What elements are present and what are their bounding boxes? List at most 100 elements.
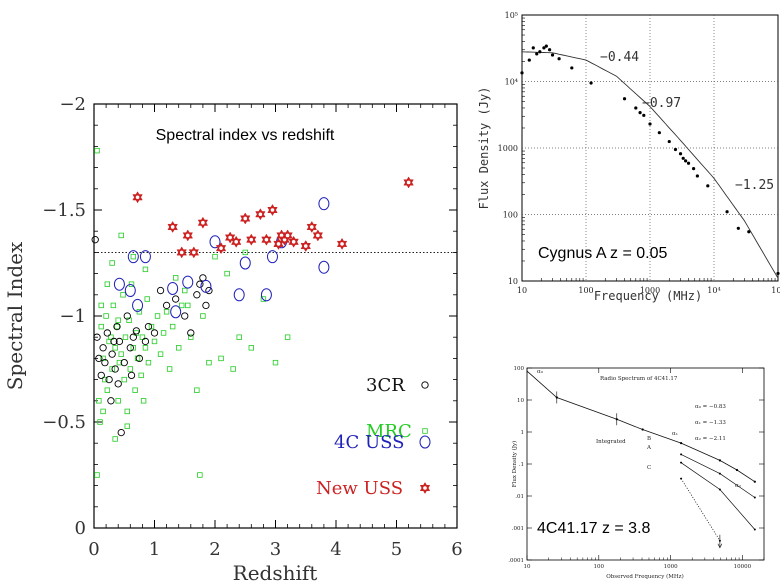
4c41-data-points — [555, 391, 756, 549]
4c41-y-tick-label: .001 — [512, 526, 524, 532]
legend-label-mrc: MRC — [366, 421, 412, 442]
4c41-x-tick-label: 1000 — [664, 564, 678, 570]
4c41-y-tick-label: 1 — [521, 430, 525, 436]
main-point-mrc — [130, 345, 137, 351]
cygnus-y-tick-label: 10⁵ — [505, 11, 518, 20]
4c41-y-axis-label: Flux Density (Jy) — [511, 441, 518, 487]
main-point-mrc — [144, 296, 150, 302]
main-point-3cr — [150, 329, 159, 337]
main-point-3cr — [144, 322, 153, 331]
main-point-mrc — [98, 323, 104, 330]
4c41-b-point — [718, 472, 721, 475]
4c41-y-tick-label: .01 — [515, 494, 524, 500]
main-y-tick-label: −2 — [59, 94, 86, 115]
main-point-mrc — [109, 260, 115, 266]
main-point-3cr — [115, 337, 124, 346]
main-point-mrc — [96, 398, 102, 404]
main-x-tick-label: 5 — [391, 539, 402, 560]
main-point-mrc — [182, 287, 188, 294]
main-point-mrc — [100, 355, 106, 362]
main-point-mrc — [142, 266, 149, 273]
main-point-3cr — [99, 344, 107, 352]
main-point-4c-uss — [318, 260, 330, 274]
cygnus-y-tick-labels: 10 100 1000 10⁴ 10⁵ — [498, 11, 518, 286]
main-point-3cr — [101, 358, 109, 367]
main-point-mrc — [122, 334, 129, 340]
main-point-new-uss-center — [279, 233, 284, 238]
4c41-y-tick-label: 10 — [517, 398, 524, 404]
main-point-4c-uss — [139, 250, 151, 264]
main-point-4c-uss — [266, 250, 278, 264]
cygnus-data-point — [678, 152, 683, 156]
main-point-3cr — [103, 329, 111, 337]
main-point-mrc — [104, 387, 111, 393]
cygnus-data-point — [691, 167, 696, 171]
cygnus-annotation: Cygnus A z = 0.05 — [538, 245, 668, 262]
main-point-3cr — [93, 333, 101, 341]
main-point-new-uss-center — [406, 180, 411, 185]
main-point-mrc — [179, 302, 185, 309]
4c41-x-tick-label: 10000 — [734, 564, 752, 570]
main-point-mrc — [100, 408, 106, 415]
4c41-axis-ticks — [526, 367, 765, 561]
main-point-3cr — [95, 354, 103, 363]
main-point-new-uss-center — [291, 240, 296, 244]
main-point-mrc — [142, 345, 149, 351]
cygnus-y-tick-label: 10⁴ — [505, 78, 518, 87]
main-point-new-uss-center — [234, 240, 238, 244]
cygnus-y-tick-label: 1000 — [498, 144, 518, 153]
main-point-mrc — [104, 281, 111, 287]
main-point-mrc — [102, 376, 108, 383]
main-x-tick-label: 3 — [270, 539, 281, 560]
main-point-3cr — [202, 301, 210, 310]
main-point-mrc — [151, 338, 158, 345]
4c41-annotation: 4C41.17 z = 3.8 — [537, 520, 651, 537]
main-point-mrc — [212, 253, 218, 260]
main-point-new-uss-center — [192, 250, 196, 255]
4c41-y-tick-labels: 100 10 1 .1 .01 .001 .0001 — [508, 366, 524, 564]
cygnus-data-point — [622, 97, 627, 101]
cygnus-x-tick-label: 10⁵ — [771, 286, 780, 295]
main-point-new-uss-center — [340, 242, 344, 246]
4c41-y-tick-label: .1 — [519, 462, 524, 468]
4c41-alpha-1: α₁ = −1.33 — [695, 420, 726, 426]
main-point-mrc — [114, 323, 120, 330]
cygnus-data-point — [520, 71, 524, 75]
main-point-3cr — [187, 329, 195, 337]
main-point-3cr — [127, 371, 136, 380]
main-point-mrc — [124, 423, 130, 429]
cygnus-slope-label-3: −1.25 — [735, 178, 774, 193]
main-point-mrc — [218, 355, 224, 362]
4c41-x-tick-label: 10 — [524, 564, 531, 570]
cygnus-data-point — [706, 184, 710, 188]
main-y-tick-label: 0 — [75, 518, 86, 539]
main-point-new-uss-center — [170, 225, 175, 229]
main-point-mrc — [115, 398, 121, 404]
4c41-a-point — [753, 528, 756, 531]
cygnus-data-point — [695, 174, 699, 178]
main-point-mrc — [154, 313, 161, 319]
main-point-mrc — [188, 334, 194, 340]
4c41-b-label: B — [647, 436, 651, 442]
main-point-3cr — [114, 380, 122, 388]
main-point-new-uss-center — [270, 208, 275, 212]
4c41-integrated-label: Integrated — [596, 439, 626, 445]
main-point-mrc — [115, 317, 121, 323]
main-point-new-uss-center — [258, 212, 263, 217]
main-x-tick-label: 4 — [330, 539, 341, 560]
main-point-3cr — [129, 333, 137, 341]
main-point-3cr — [110, 337, 118, 346]
cygnus-y-tick-label: 10 — [508, 277, 518, 286]
main-point-new-uss-center — [264, 237, 269, 242]
main-point-mrc — [127, 366, 133, 372]
cygnus-data-point — [747, 230, 751, 234]
main-point-mrc — [94, 147, 100, 154]
4c41-integrated-point — [718, 459, 721, 462]
legend-marker-4c-uss — [419, 435, 431, 449]
4c41-integrated-point — [641, 428, 644, 431]
cygnus-y-tick-label: 100 — [503, 211, 518, 220]
cygnus-data-point — [657, 131, 661, 135]
main-point-3cr — [193, 291, 201, 299]
cygnus-x-tick-label: 100 — [578, 286, 593, 295]
4c41-a-label: A — [646, 445, 652, 451]
